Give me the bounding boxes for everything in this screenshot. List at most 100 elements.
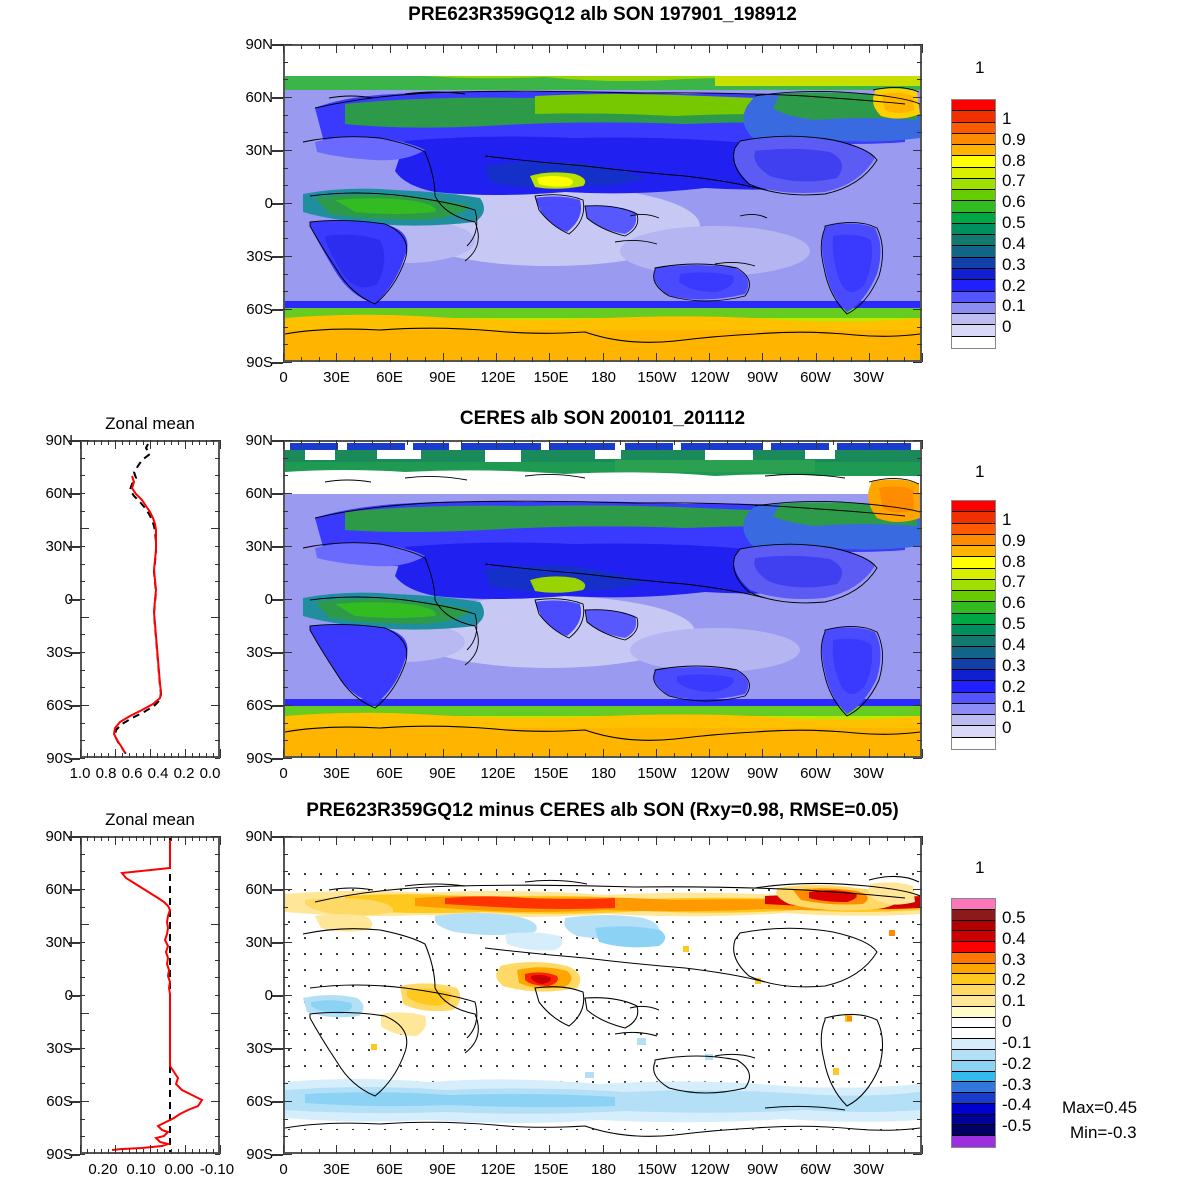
lat-label-obs-3: 0 [264, 591, 273, 608]
axis-tick [283, 362, 292, 363]
axis-tick [80, 1154, 85, 1155]
colorbar-segment [952, 512, 995, 524]
lat-label-obs-1: 60N [245, 485, 273, 502]
colorbar-segment [952, 952, 995, 964]
lat-label-obs-4: 30S [246, 644, 273, 661]
colorbar-segment [952, 1017, 995, 1029]
colorbar-difference-labels: 0.5 0.4 0.3 0.2 0.1 0 -0.1 -0.2 -0.3 -0.4 -0.5 [1002, 898, 1062, 1148]
zonal-difference-lat-3: 0 [64, 987, 73, 1004]
zonal-obs-xtick-5: 0.0 [199, 765, 221, 782]
lat-label-model-3: 0 [264, 195, 273, 212]
colorbar-segment [952, 1136, 995, 1147]
lon-label-obs-6: 180 [590, 765, 617, 782]
axis-tick [922, 1145, 923, 1154]
lat-label-difference-3: 0 [264, 987, 273, 1004]
colorbar-tick-label: -0.3 [1002, 1074, 1032, 1094]
lon-label-difference-11: 30W [853, 1161, 884, 1178]
colorbar-segment [952, 669, 995, 682]
zonal-difference-xtick-1: 0.10 [126, 1161, 156, 1178]
axis-tick [922, 44, 923, 53]
colorbar-segment [952, 1103, 995, 1115]
panel-title-difference: PRE623R359GQ12 minus CERES alb SON (Rxy=… [306, 800, 899, 821]
colorbar-segment [952, 647, 995, 659]
zonal-obs-lat-5: 60S [46, 697, 73, 714]
axis-tick [80, 758, 85, 759]
colorbar-tick-label: 0.5 [1002, 907, 1026, 927]
lon-label-obs-3: 90E [429, 765, 456, 782]
map-model-canvas [285, 46, 920, 360]
axis-tick [283, 758, 292, 759]
colorbar-segment [952, 235, 995, 247]
lon-label-model-3: 90E [429, 369, 456, 386]
colorbar-tick-label: 0.1 [1002, 697, 1026, 717]
zonal-obs-xtick-4: 0.2 [173, 765, 195, 782]
axis-tick [922, 440, 923, 449]
colorbar-segment [952, 100, 995, 112]
colorbar-tick-label: 1 [1002, 509, 1012, 529]
lat-label-difference-2: 30N [245, 934, 273, 951]
zonal-difference-lat-4: 30S [46, 1040, 73, 1057]
lon-label-model-7: 150W [637, 369, 677, 386]
colorbar-segment [952, 715, 995, 727]
axis-tick [215, 758, 220, 759]
axis-tick [272, 440, 283, 442]
lon-label-obs-0: 0 [279, 765, 288, 782]
zonal-mean-title-difference: Zonal mean [105, 810, 195, 829]
colorbar-tick-label: 0.6 [1002, 192, 1026, 212]
colorbar-segment [952, 703, 995, 716]
colorbar-tick-label: 0 [1002, 718, 1012, 738]
zonal-mean-obs-canvas [112, 443, 163, 755]
zonal-difference-lat-5: 60S [46, 1093, 73, 1110]
lon-label-obs-2: 60E [376, 765, 403, 782]
colorbar-tick-label: 1 [1002, 108, 1012, 128]
colorbar-segment [952, 246, 995, 258]
colorbar-segment [952, 145, 995, 157]
colorbar-tick-label: 0.6 [1002, 593, 1026, 613]
colorbar-segment [952, 212, 995, 224]
colorbar-tick-label: 0.2 [1002, 676, 1026, 696]
lon-label-model-5: 150E [533, 369, 569, 386]
axis-tick [272, 1101, 283, 1103]
colorbar-segment [952, 1049, 995, 1061]
colorbar-tick-label: 0.2 [1002, 970, 1026, 990]
axis-tick [922, 836, 923, 845]
lon-label-difference-0: 0 [279, 1161, 288, 1178]
colorbar-segment [952, 996, 995, 1007]
colorbar-segment [952, 1082, 995, 1094]
colorbar-albedo-2-labels: 1 0.9 0.8 0.7 0.6 0.5 0.4 0.3 0.2 0.1 0 [1002, 500, 1062, 750]
colorbar-albedo-2 [951, 500, 996, 750]
colorbar-albedo-1 [951, 99, 996, 349]
colorbar-segment [952, 624, 995, 637]
lon-label-obs-7: 150W [637, 765, 677, 782]
colorbar-segment [952, 167, 995, 179]
zonal-mean-plot-difference [80, 836, 220, 1154]
colorbar-tick-label: 0.9 [1002, 129, 1026, 149]
panel-title-model: PRE623R359GQ12 alb SON 197901_198912 [408, 4, 797, 25]
colorbar-tick-label: 0.8 [1002, 551, 1026, 571]
colorbar-tick-label: 0.4 [1002, 233, 1026, 253]
lon-label-obs-10: 60W [800, 765, 831, 782]
zonal-mean-title-obs: Zonal mean [105, 414, 195, 433]
zonal-difference-lat-0: 90N [45, 828, 73, 845]
colorbar-albedo-1-labels: 1 0.9 0.8 0.7 0.6 0.5 0.4 0.3 0.2 0.1 0 [1002, 99, 1062, 349]
colorbar-segment [952, 223, 995, 236]
colorbar-segment [952, 325, 995, 337]
colorbar-tick-label: -0.5 [1002, 1116, 1032, 1136]
colorbar-segment [952, 963, 995, 975]
stat-min-label: Min=-0.3 [1070, 1123, 1137, 1142]
colorbar-segment [952, 156, 995, 168]
axis-tick [913, 362, 922, 363]
zonal-obs-lat-2: 30N [45, 538, 73, 555]
colorbar-segment [952, 280, 995, 292]
lon-label-model-8: 120W [690, 369, 730, 386]
zonal-difference-lat-1: 60N [45, 881, 73, 898]
axis-tick [913, 1154, 922, 1155]
colorbar-segment [952, 579, 995, 592]
colorbar-tick-label: 0.1 [1002, 991, 1026, 1011]
colorbar-segment [952, 111, 995, 123]
lon-label-model-2: 60E [376, 369, 403, 386]
lon-label-difference-2: 60E [376, 1161, 403, 1178]
colorbar-tick-label: 0.1 [1002, 296, 1026, 316]
zonal-difference-xtick-2: 0.00 [164, 1161, 194, 1178]
zonal-obs-lat-6: 90S [46, 750, 73, 767]
